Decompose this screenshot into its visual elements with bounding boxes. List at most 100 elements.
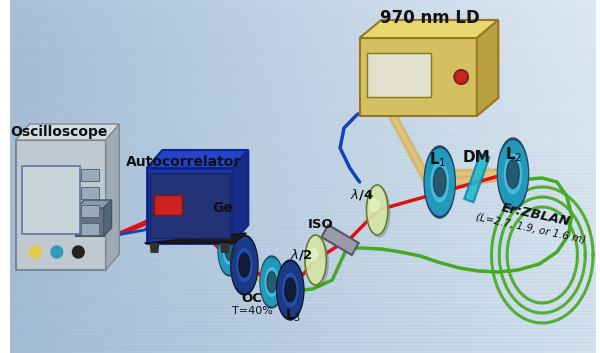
Bar <box>10 180 596 184</box>
Bar <box>10 258 596 261</box>
Bar <box>10 155 596 159</box>
Bar <box>546 0 549 353</box>
Polygon shape <box>104 200 112 236</box>
Ellipse shape <box>368 187 390 237</box>
Bar <box>13 0 16 353</box>
Bar <box>10 240 596 244</box>
Bar <box>98 0 101 353</box>
Bar <box>555 0 558 353</box>
Bar <box>265 0 268 353</box>
Bar <box>329 0 332 353</box>
Bar <box>10 18 596 21</box>
Bar <box>39 0 42 353</box>
Bar <box>10 53 596 56</box>
Bar <box>10 32 596 35</box>
Bar <box>10 342 596 346</box>
Bar <box>303 0 306 353</box>
Bar <box>409 0 412 353</box>
Bar <box>10 169 596 173</box>
Bar <box>338 0 341 353</box>
Bar <box>171 0 174 353</box>
Bar <box>236 0 238 353</box>
Text: Autocorrelator: Autocorrelator <box>126 155 241 169</box>
Bar <box>584 0 587 353</box>
Bar <box>10 219 596 222</box>
Bar <box>499 0 502 353</box>
Circle shape <box>73 246 84 258</box>
FancyBboxPatch shape <box>81 205 99 217</box>
Bar <box>10 339 596 342</box>
Bar <box>42 0 45 353</box>
Bar <box>10 141 596 145</box>
Ellipse shape <box>367 185 388 235</box>
Bar <box>10 64 596 67</box>
Polygon shape <box>146 150 248 168</box>
Ellipse shape <box>278 262 303 318</box>
Ellipse shape <box>260 256 283 308</box>
FancyBboxPatch shape <box>81 187 99 199</box>
Bar <box>508 0 511 353</box>
Bar <box>10 229 596 233</box>
Bar <box>10 244 596 247</box>
Circle shape <box>454 70 468 84</box>
Ellipse shape <box>499 141 527 207</box>
Text: DM: DM <box>463 150 491 166</box>
Text: 970 nm LD: 970 nm LD <box>380 9 480 27</box>
Ellipse shape <box>223 236 236 264</box>
Ellipse shape <box>425 149 454 215</box>
Bar <box>564 0 566 353</box>
Polygon shape <box>322 225 359 255</box>
Polygon shape <box>233 150 248 243</box>
Bar <box>10 272 596 275</box>
Bar <box>10 346 596 349</box>
Bar <box>400 0 403 353</box>
Bar <box>362 0 364 353</box>
Bar <box>145 0 148 353</box>
Polygon shape <box>16 124 119 140</box>
Bar <box>10 56 596 60</box>
Bar <box>10 25 596 28</box>
Bar <box>262 0 265 353</box>
Ellipse shape <box>277 260 304 320</box>
Bar <box>10 124 596 127</box>
Bar <box>566 0 569 353</box>
Polygon shape <box>359 38 477 116</box>
Bar <box>10 279 596 282</box>
Bar <box>180 0 183 353</box>
Bar <box>10 46 596 49</box>
Text: T=40%: T=40% <box>232 306 272 316</box>
Bar <box>16 0 19 353</box>
Bar <box>124 0 127 353</box>
Bar <box>194 0 197 353</box>
Bar <box>397 0 400 353</box>
Text: L$_1$: L$_1$ <box>429 151 446 169</box>
Ellipse shape <box>184 204 197 232</box>
Ellipse shape <box>179 192 202 244</box>
Bar <box>429 0 432 353</box>
Bar <box>590 0 593 353</box>
Bar <box>10 0 596 4</box>
Bar <box>10 14 596 18</box>
Ellipse shape <box>433 168 446 196</box>
Ellipse shape <box>285 278 296 302</box>
Bar <box>353 0 356 353</box>
Bar <box>10 95 596 99</box>
Bar <box>244 0 247 353</box>
Bar <box>10 251 596 254</box>
Bar <box>496 0 499 353</box>
Bar <box>10 332 596 335</box>
FancyBboxPatch shape <box>81 223 99 235</box>
Bar <box>569 0 572 353</box>
Bar <box>247 0 250 353</box>
Text: $\lambda$/4: $\lambda$/4 <box>350 186 374 202</box>
Bar <box>10 81 596 85</box>
Bar <box>10 335 596 339</box>
Bar <box>511 0 514 353</box>
Bar <box>10 159 596 162</box>
Bar <box>10 148 596 152</box>
Text: (L=2.7, 1.9, or 1.6 m): (L=2.7, 1.9, or 1.6 m) <box>475 211 586 245</box>
Bar <box>83 0 86 353</box>
Bar <box>10 35 596 39</box>
Bar <box>10 318 596 321</box>
Ellipse shape <box>237 249 252 281</box>
